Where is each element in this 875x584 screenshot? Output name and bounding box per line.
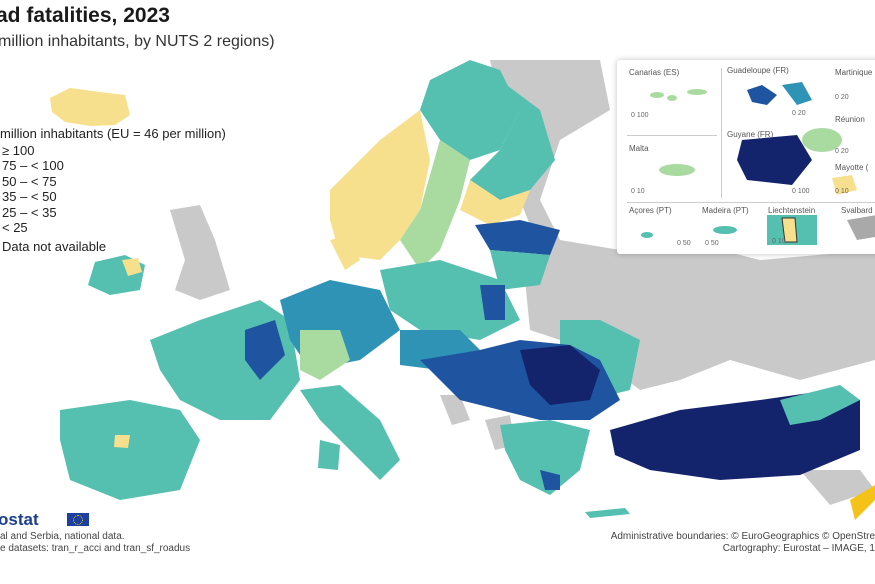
nordic-regions: [330, 60, 560, 290]
inset-label-svalbard: Svalbard: [841, 206, 873, 215]
central-western-regions: [60, 260, 640, 500]
legend-item: < 25: [2, 220, 28, 235]
map-title: ad fatalities, 2023: [0, 4, 170, 27]
legend: million inhabitants (EU = 46 per million…: [0, 126, 226, 254]
credits: Administrative boundaries: © EuroGeograp…: [611, 531, 875, 555]
legend-item: 50 – < 75: [2, 173, 57, 189]
region-crete: [585, 508, 630, 518]
source-note: al and Serbia, national data. e datasets…: [0, 531, 190, 555]
inset-scale-reunion: 0 20: [835, 148, 849, 155]
inset-scale-malta: 0 10: [631, 188, 645, 195]
inset-label-guyane: Guyane (FR): [727, 130, 774, 139]
inset-label-canarias: Canarias (ES): [629, 68, 680, 77]
region-ni: [122, 258, 142, 276]
decorative-stripe: [850, 485, 875, 520]
inset-panel: Canarias (ES) 0 100 Guadeloupe (FR) 0 20…: [617, 60, 875, 254]
inset-label-mayotte: Mayotte (: [835, 163, 869, 172]
inset-shapes: [641, 82, 875, 245]
inset-label-martinique: Martinique: [835, 68, 873, 77]
inset-scale-mayotte: 0 10: [835, 188, 849, 195]
legend-item: 35 – < 50: [2, 189, 57, 204]
inset-scale-liechtenstein: 0 10: [772, 238, 786, 245]
inset-label-guadeloupe: Guadeloupe (FR): [727, 66, 789, 75]
inset-scale-canarias: 0 100: [631, 112, 649, 119]
credit-line-2: Cartography: Eurostat – IMAGE, 1: [722, 543, 875, 554]
source-line-1: al and Serbia, national data.: [0, 531, 125, 542]
legend-item: 25 – < 35: [2, 204, 57, 220]
credit-line-1: Administrative boundaries: © EuroGeograp…: [610, 531, 875, 542]
legend-item-na: Data not available: [2, 238, 107, 254]
inset-label-reunion: Réunion: [835, 115, 865, 124]
inset-label-liechtenstein: Liechtenstein: [768, 206, 816, 215]
map-subtitle: million inhabitants, by NUTS 2 regions): [0, 33, 275, 50]
inset-label-madeira: Madeira (PT): [702, 206, 749, 215]
inset-label-malta: Malta: [629, 144, 649, 153]
inset-scale-martinique: 0 20: [835, 94, 849, 101]
region-iceland: [50, 88, 130, 126]
inset-scale-madeira: 0 50: [705, 240, 719, 247]
eurostat-logo: ostat: [0, 510, 39, 529]
source-line-2: e datasets: tran_r_acci and tran_sf_road…: [0, 543, 191, 554]
legend-heading: million inhabitants (EU = 46 per million…: [0, 126, 226, 141]
eu-flag-icon: [67, 513, 89, 526]
inset-scale-acores: 0 50: [677, 240, 691, 247]
legend-item: 75 – < 100: [2, 158, 64, 173]
inset-scale-guadeloupe: 0 20: [792, 110, 806, 117]
southeast-regions: [420, 340, 620, 495]
inset-scale-guyane: 0 100: [792, 188, 810, 195]
legend-item: ≥ 100: [2, 142, 35, 158]
inset-label-acores: Açores (PT): [629, 206, 672, 215]
region-turkiye: [610, 385, 860, 480]
